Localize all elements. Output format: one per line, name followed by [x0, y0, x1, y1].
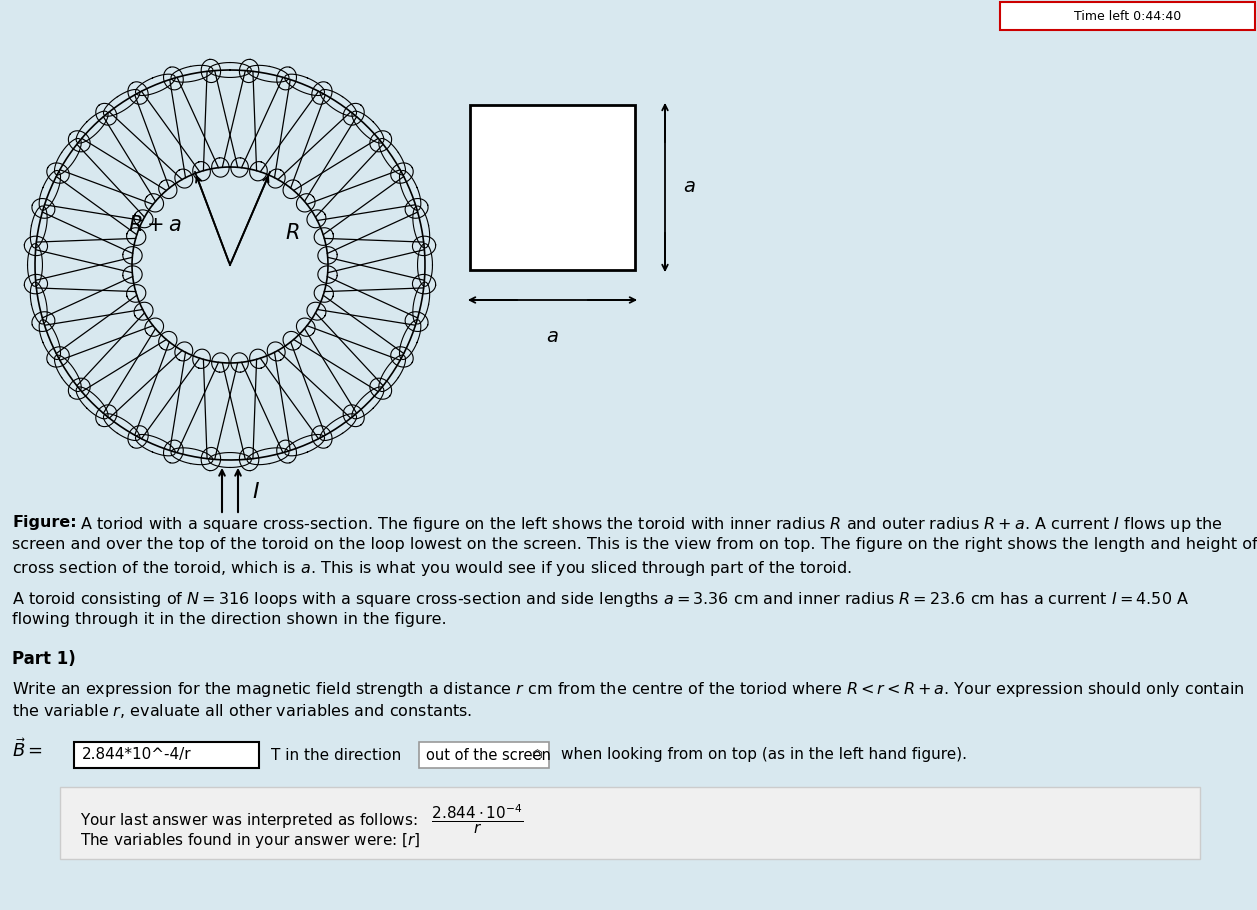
- Text: the variable $r$, evaluate all other variables and constants.: the variable $r$, evaluate all other var…: [13, 702, 473, 720]
- Text: $I$: $I$: [251, 481, 260, 503]
- Text: A toriod with a square cross-section. The figure on the left shows the toroid wi: A toriod with a square cross-section. Th…: [80, 515, 1223, 534]
- Text: A toroid consisting of $N = 316$ loops with a square cross-section and side leng: A toroid consisting of $N = 316$ loops w…: [13, 590, 1189, 609]
- Bar: [419, 742, 549, 768]
- Bar: [60, 787, 1200, 859]
- Text: cross section of the toroid, which is $a$. This is what you would see if you sli: cross section of the toroid, which is $a…: [13, 559, 852, 578]
- Text: when looking from on top (as in the left hand figure).: when looking from on top (as in the left…: [561, 747, 967, 763]
- Bar: [470, 105, 635, 270]
- Text: flowing through it in the direction shown in the figure.: flowing through it in the direction show…: [13, 612, 446, 627]
- Text: Write an expression for the magnetic field strength a distance $r$ cm from the c: Write an expression for the magnetic fie…: [13, 680, 1244, 699]
- Text: T in the direction: T in the direction: [272, 747, 401, 763]
- Text: out of the screen: out of the screen: [426, 747, 551, 763]
- Text: $a$: $a$: [546, 328, 559, 346]
- Text: $a$: $a$: [683, 178, 695, 197]
- Text: Time left 0:44:40: Time left 0:44:40: [1073, 9, 1182, 23]
- Text: ⬡: ⬡: [532, 749, 543, 762]
- Text: Figure:: Figure:: [13, 515, 77, 530]
- Text: The variables found in your answer were: [$r$]: The variables found in your answer were:…: [80, 831, 420, 850]
- Text: screen and over the top of the toroid on the loop lowest on the screen. This is : screen and over the top of the toroid on…: [13, 537, 1257, 552]
- Bar: [1001, 2, 1254, 30]
- Text: 2.844*10^-4/r: 2.844*10^-4/r: [82, 747, 191, 763]
- Text: $\vec{B} = $: $\vec{B} = $: [13, 739, 43, 762]
- Text: $R+a$: $R+a$: [128, 215, 182, 235]
- Bar: [74, 742, 259, 768]
- Text: Part 1): Part 1): [13, 650, 75, 668]
- Text: $R$: $R$: [285, 223, 299, 243]
- Text: Your last answer was interpreted as follows:   $\dfrac{2.844 \cdot 10^{-4}}{r}$: Your last answer was interpreted as foll…: [80, 803, 524, 836]
